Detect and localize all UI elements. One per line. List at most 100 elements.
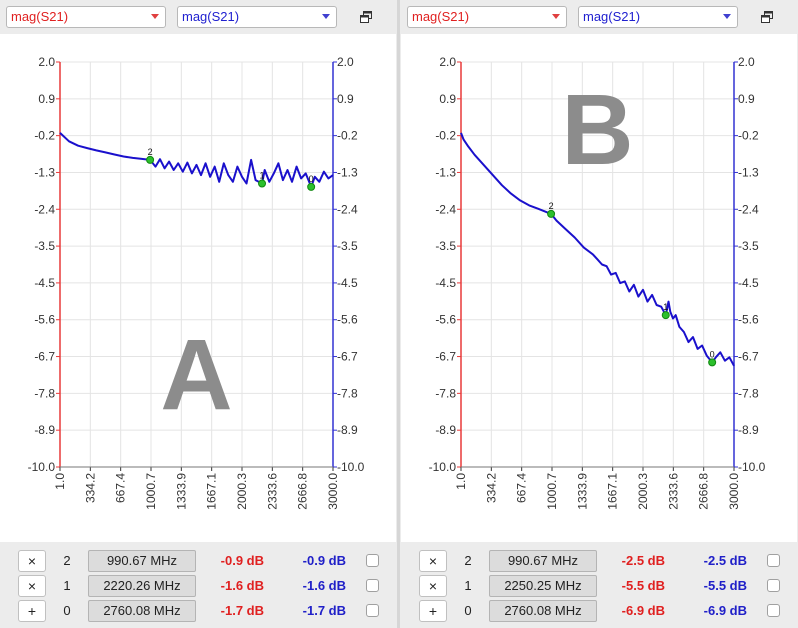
right-trace-select[interactable]: mag(S21) <box>177 6 337 28</box>
y-tick-label-left: -5.6 <box>34 313 55 327</box>
marker-frequency-field[interactable]: 2250.25 MHz <box>489 575 597 597</box>
y-tick-label-right: -4.5 <box>337 276 358 290</box>
marker-point <box>307 182 316 191</box>
y-tick-label-left: 0.9 <box>38 92 55 106</box>
remove-marker-button[interactable]: × <box>419 550 447 572</box>
add-marker-button[interactable]: + <box>18 600 46 622</box>
x-tick-label: 2333.6 <box>265 473 279 510</box>
restore-window-icon[interactable] <box>360 11 372 23</box>
y-tick-label-left: -2.4 <box>435 202 456 216</box>
y-tick-label-right: -5.6 <box>337 313 358 327</box>
x-tick-label: 667.4 <box>114 473 128 503</box>
marker-checkbox[interactable] <box>767 579 780 592</box>
marker-right-value: -5.5 dB <box>703 578 747 593</box>
remove-marker-button[interactable]: × <box>18 575 46 597</box>
remove-marker-button[interactable]: × <box>419 575 447 597</box>
chart-watermark: B <box>561 74 633 186</box>
x-tick-label: 3000.0 <box>326 473 340 510</box>
marker-checkbox[interactable] <box>366 579 379 592</box>
y-tick-label-left: -1.3 <box>34 165 55 179</box>
remove-marker-button[interactable]: × <box>18 550 46 572</box>
marker-right-value: -1.6 dB <box>302 578 346 593</box>
y-tick-label-right: -8.9 <box>738 423 759 437</box>
y-tick-label-left: -2.4 <box>34 202 55 216</box>
left-trace-select[interactable]: mag(S21) <box>407 6 567 28</box>
y-tick-label-left: -7.8 <box>435 386 456 400</box>
marker-left-value: -6.9 dB <box>621 603 665 618</box>
marker-left-value: -0.9 dB <box>220 553 264 568</box>
marker-row: + 0 2760.08 MHz -1.7 dB -1.7 dB <box>0 600 396 622</box>
marker-checkbox[interactable] <box>366 554 379 567</box>
y-tick-label-left: -8.9 <box>34 423 55 437</box>
left-trace-select-value: mag(S21) <box>11 9 69 24</box>
marker-label: 0 <box>710 349 715 359</box>
marker-label: 0 <box>309 174 314 184</box>
x-tick-label: 667.4 <box>515 473 529 503</box>
x-tick-label: 334.2 <box>83 473 97 503</box>
left-trace-select[interactable]: mag(S21) <box>6 6 166 28</box>
x-tick-label: 3000.0 <box>727 473 741 510</box>
marker-row: + 0 2760.08 MHz -6.9 dB -6.9 dB <box>401 600 797 622</box>
y-tick-label-left: 2.0 <box>439 55 456 69</box>
marker-frequency-field[interactable]: 990.67 MHz <box>489 550 597 572</box>
add-marker-button[interactable]: + <box>419 600 447 622</box>
y-tick-label-right: -4.5 <box>738 276 759 290</box>
marker-left-value: -1.6 dB <box>220 578 264 593</box>
marker-left-value: -5.5 dB <box>621 578 665 593</box>
marker-right-value: -2.5 dB <box>703 553 747 568</box>
marker-label: 2 <box>148 147 153 157</box>
marker-row: × 1 2250.25 MHz -5.5 dB -5.5 dB <box>401 575 797 597</box>
y-tick-label-right: -10.0 <box>738 460 766 474</box>
marker-label: 1 <box>663 302 668 312</box>
y-tick-label-right: -3.5 <box>738 239 759 253</box>
marker-table: × 2 990.67 MHz -2.5 dB -2.5 dB × 1 2250.… <box>401 542 797 628</box>
marker-right-value: -1.7 dB <box>302 603 346 618</box>
marker-index: 1 <box>464 578 472 593</box>
marker-point <box>708 358 717 367</box>
marker-frequency-field[interactable]: 990.67 MHz <box>88 550 196 572</box>
x-tick-label: 1667.1 <box>205 473 219 510</box>
marker-row: × 1 2220.26 MHz -1.6 dB -1.6 dB <box>0 575 396 597</box>
marker-frequency-field[interactable]: 2760.08 MHz <box>489 600 597 622</box>
x-tick-label: 334.2 <box>484 473 498 503</box>
trace-line <box>59 132 334 188</box>
marker-label: 2 <box>549 201 554 211</box>
x-tick-label: 1.0 <box>53 473 67 490</box>
x-tick-label: 2666.8 <box>296 473 310 510</box>
marker-table: × 2 990.67 MHz -0.9 dB -0.9 dB × 1 2220.… <box>0 542 396 628</box>
marker-checkbox[interactable] <box>767 604 780 617</box>
marker-point <box>258 179 267 188</box>
marker-frequency-field[interactable]: 2220.26 MHz <box>88 575 196 597</box>
marker-label: 1 <box>260 171 265 181</box>
y-tick-label-left: -3.5 <box>435 239 456 253</box>
y-tick-label-right: -2.4 <box>337 202 358 216</box>
chevron-down-icon <box>322 14 330 19</box>
y-tick-label-right: 0.9 <box>337 92 354 106</box>
marker-index: 2 <box>464 553 472 568</box>
y-tick-label-left: -0.2 <box>34 129 55 143</box>
restore-window-icon[interactable] <box>761 11 773 23</box>
y-tick-label-left: -0.2 <box>435 129 456 143</box>
right-trace-select[interactable]: mag(S21) <box>578 6 738 28</box>
y-tick-label-right: -5.6 <box>738 313 759 327</box>
y-tick-label-left: -3.5 <box>34 239 55 253</box>
y-tick-label-left: -10.0 <box>429 460 457 474</box>
marker-point <box>661 311 670 320</box>
y-tick-label-right: -1.3 <box>738 165 759 179</box>
x-tick-label: 2333.6 <box>666 473 680 510</box>
x-tick-label: 2000.3 <box>636 473 650 510</box>
panel-divider[interactable] <box>397 0 400 628</box>
y-tick-label-left: -7.8 <box>34 386 55 400</box>
y-tick-label-left: -5.6 <box>435 313 456 327</box>
marker-checkbox[interactable] <box>767 554 780 567</box>
y-tick-label-left: 0.9 <box>439 92 456 106</box>
chevron-down-icon <box>723 14 731 19</box>
y-tick-label-right: -1.3 <box>337 165 358 179</box>
x-tick-label: 1333.9 <box>575 473 589 510</box>
y-tick-label-left: -4.5 <box>435 276 456 290</box>
marker-checkbox[interactable] <box>366 604 379 617</box>
x-tick-label: 2666.8 <box>697 473 711 510</box>
marker-frequency-field[interactable]: 2760.08 MHz <box>88 600 196 622</box>
y-tick-label-right: -0.2 <box>337 129 358 143</box>
y-tick-label-right: -3.5 <box>337 239 358 253</box>
